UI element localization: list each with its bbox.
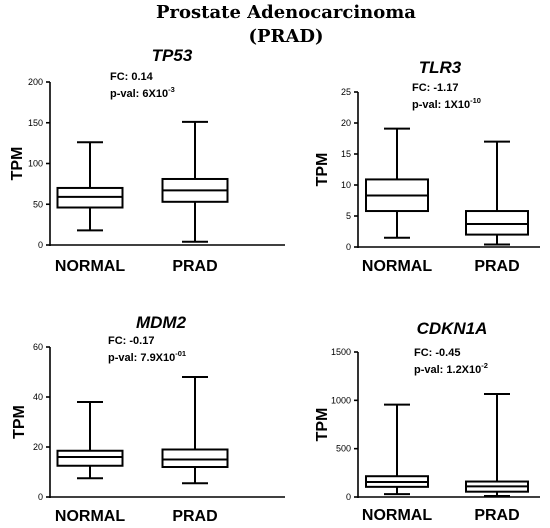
figure-title-line2: (PRAD) — [248, 26, 323, 47]
y-tick-label: 25 — [341, 87, 351, 97]
y-tick-label: 0 — [346, 242, 351, 252]
box-normal — [56, 141, 124, 232]
y-tick-label: 50 — [33, 199, 43, 209]
y-axis-label: TPM — [11, 405, 28, 439]
interquartile-box — [56, 449, 124, 467]
category-label: PRAD — [474, 258, 519, 275]
fold-change-label: FC: -1.17 — [412, 82, 458, 94]
y-tick-label: 20 — [341, 118, 351, 128]
y-tick-label: 10 — [341, 180, 351, 190]
category-label: NORMAL — [55, 508, 125, 525]
fold-change-label: FC: 0.14 — [110, 71, 154, 83]
y-tick-label: 15 — [341, 149, 351, 159]
p-value-exponent: -10 — [470, 96, 481, 105]
y-tick-label: 1000 — [331, 395, 351, 405]
y-tick-label: 60 — [33, 342, 43, 352]
p-value-label: p-val: 7.9X10-01 — [108, 349, 186, 364]
box-normal — [365, 127, 429, 239]
y-tick-label: 100 — [28, 159, 43, 169]
interquartile-box — [161, 448, 229, 468]
p-value-label: p-val: 1.2X10-2 — [414, 361, 488, 376]
p-value-label: p-val: 1X10-10 — [412, 96, 481, 111]
p-value-label: p-val: 6X10-3 — [110, 85, 175, 100]
chart-title: TP53 — [152, 46, 193, 65]
chart-panel-cdkn1a: 0 500 1000 1500 TPM CDKN1A FC: -0.45 p-val: 1.2… — [314, 319, 540, 524]
category-label: PRAD — [474, 507, 519, 524]
y-tick-label: 150 — [28, 118, 43, 128]
chart-panel-tp53: 0 50 100 150 200 TPM TP53 FC: 0.14 p-val: 6X10-3… — [9, 46, 285, 275]
y-axis-label: TPM — [9, 147, 26, 181]
y-axis-label: TPM — [314, 408, 331, 442]
fold-change-label: FC: -0.45 — [414, 347, 460, 359]
p-value-exponent: -3 — [168, 85, 175, 94]
category-label: NORMAL — [362, 507, 432, 524]
chart-title: MDM2 — [136, 313, 187, 332]
p-value-base: p-val: 1.2X10 — [414, 364, 481, 376]
chart-panel-tlr3: 0 5 10 15 20 25 TPM TLR3 FC: -1.17 p-val: 1X10-10… — [314, 58, 540, 275]
fold-change-label: FC: -0.17 — [108, 335, 154, 347]
interquartile-box — [465, 210, 529, 236]
y-axis-label: TPM — [314, 153, 331, 187]
y-tick-label: 0 — [346, 492, 351, 502]
box-prad — [161, 376, 229, 485]
category-label: PRAD — [172, 508, 217, 525]
category-label: NORMAL — [55, 258, 125, 275]
y-tick-label: 0 — [38, 492, 43, 502]
y-tick-label: 40 — [33, 392, 43, 402]
category-label: NORMAL — [362, 258, 432, 275]
chart-panel-mdm2: 0 20 40 60 TPM MDM2 FC: -0.17 p-val: 7.9X10-01 N… — [11, 313, 285, 525]
y-tick-label: 1500 — [331, 347, 351, 357]
box-prad — [161, 120, 229, 243]
p-value-base: p-val: 1X10 — [412, 99, 470, 111]
p-value-base: p-val: 7.9X10 — [108, 352, 175, 364]
chart-title: CDKN1A — [417, 319, 488, 338]
box-normal — [56, 401, 124, 480]
box-prad — [465, 140, 529, 246]
y-tick-label: 5 — [346, 211, 351, 221]
y-tick-label: 500 — [336, 444, 351, 454]
category-label: PRAD — [172, 258, 217, 275]
box-prad — [465, 393, 529, 498]
p-value-exponent: -01 — [175, 349, 186, 358]
y-tick-label: 200 — [28, 77, 43, 87]
box-normal — [365, 403, 429, 496]
y-tick-label: 20 — [33, 442, 43, 452]
y-tick-label: 0 — [38, 240, 43, 250]
p-value-base: p-val: 6X10 — [110, 88, 168, 100]
p-value-exponent: -2 — [481, 361, 488, 370]
chart-title: TLR3 — [419, 58, 462, 77]
figure-title-line1: Prostate Adenocarcinoma — [156, 2, 416, 23]
